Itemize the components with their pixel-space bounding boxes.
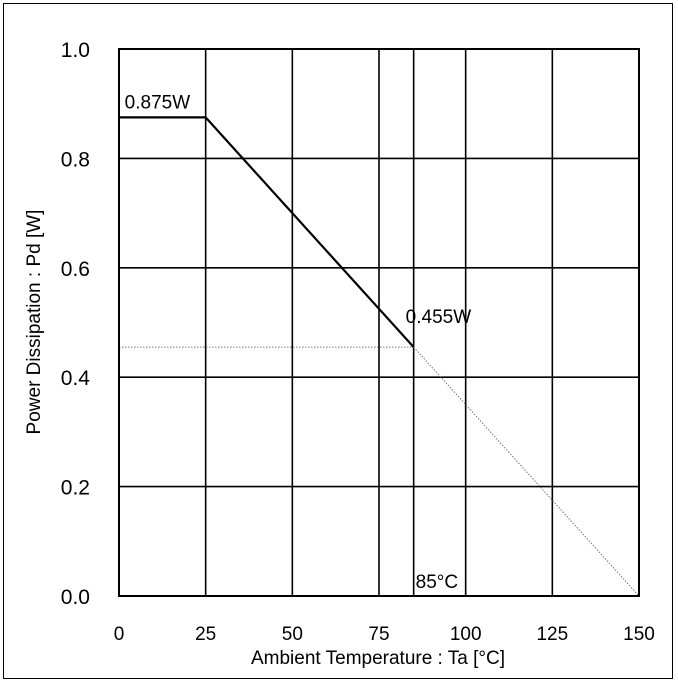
plot-border: [118, 48, 640, 597]
series-lines: [119, 116, 640, 597]
y-axis-label: Power Dissipation : Pd [W]: [24, 210, 45, 435]
y-tick-label: 1.0: [61, 39, 90, 62]
y-tick-label: 0.4: [61, 367, 91, 390]
x-axis-label: Ambient Temperature : Ta [°C]: [251, 648, 505, 669]
grid: [119, 49, 639, 596]
x-tick-label: 50: [282, 624, 303, 645]
annotation-label: 0.455W: [406, 307, 472, 328]
x-tick-label: 75: [368, 624, 389, 645]
x-tick-label: 25: [195, 624, 216, 645]
annotation-label: 0.875W: [125, 92, 191, 113]
chart-frame: [3, 3, 673, 679]
series-line-0: [119, 116, 415, 348]
annotations: 0.875W 0.455W 85°C: [125, 92, 472, 593]
y-tick-label: 0.0: [61, 586, 90, 609]
x-tick-label: 150: [623, 624, 655, 645]
annotation-label: 85°C: [416, 572, 458, 593]
x-tick-label: 125: [536, 624, 568, 645]
x-tick-labels: 0 25 50 75 100 125 150: [114, 624, 655, 645]
x-tick-label: 0: [114, 624, 125, 645]
series-line-1: [413, 346, 640, 597]
y-tick-label: 0.6: [61, 258, 90, 281]
x-tick-label: 100: [450, 624, 482, 645]
y-tick-label: 0.2: [61, 477, 90, 500]
y-tick-label: 0.8: [61, 148, 90, 171]
y-tick-labels: 0.0 0.2 0.4 0.6 0.8 1.0: [61, 39, 91, 609]
